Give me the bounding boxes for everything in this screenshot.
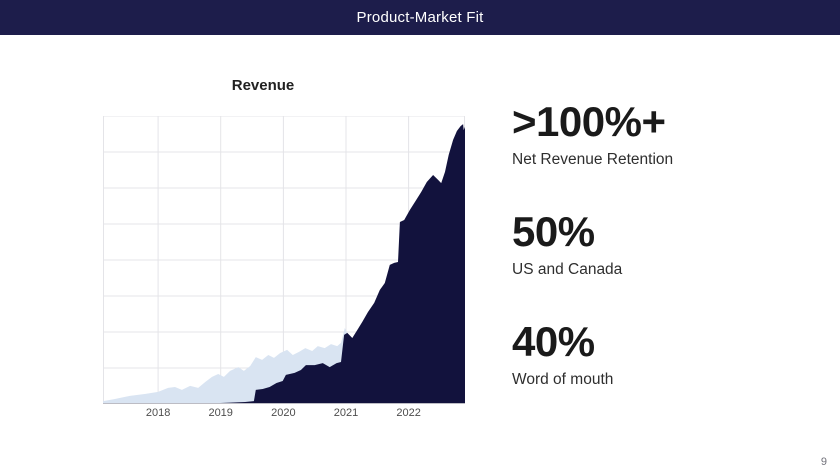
x-axis-labels: 2018 2019 2020 2021 2022	[103, 407, 465, 421]
x-tick-label: 2022	[396, 407, 421, 419]
stat-label: Word of mouth	[512, 371, 614, 388]
stat-value: 50%	[512, 208, 595, 255]
stat-value: >100%+	[512, 98, 666, 145]
page-number: 9	[820, 456, 827, 468]
stat-value: 40%	[512, 318, 595, 365]
stat-label: US and Canada	[512, 261, 623, 278]
x-tick-label: 2020	[271, 407, 296, 419]
stat-net-revenue-retention: >100%+ Net Revenue Retention	[512, 101, 673, 169]
stat-label: Net Revenue Retention	[512, 151, 674, 168]
x-tick-label: 2018	[145, 407, 171, 419]
x-tick-label: 2021	[333, 407, 359, 419]
stat-us-and-canada: 50% US and Canada	[512, 211, 622, 279]
slide-title: Product-Market Fit	[356, 9, 484, 26]
revenue-area-chart	[103, 116, 465, 404]
x-tick-label: 2019	[208, 407, 233, 419]
stat-word-of-mouth: 40% Word of mouth	[512, 321, 613, 389]
chart-title: Revenue	[231, 77, 295, 94]
header-bar: Product-Market Fit	[0, 0, 840, 35]
